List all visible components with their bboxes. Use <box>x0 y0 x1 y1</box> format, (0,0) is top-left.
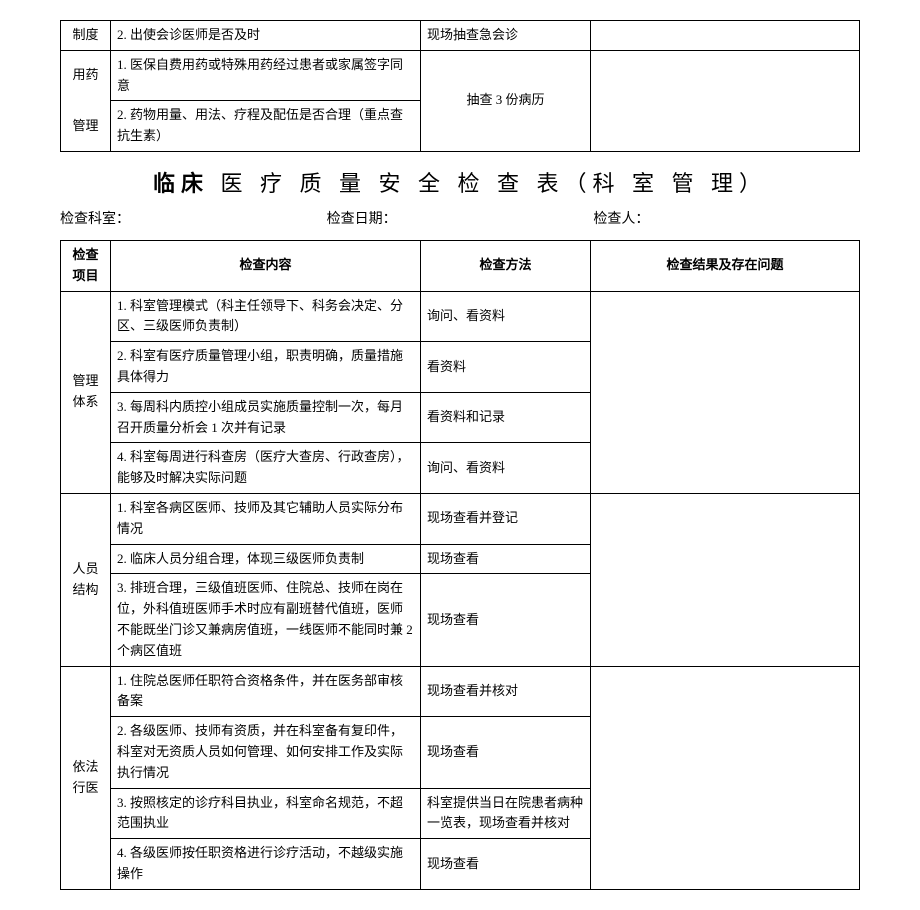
header-content: 检查内容 <box>111 240 421 291</box>
date-label: 检查日期： <box>327 208 594 228</box>
content-cell: 2. 各级医师、技师有资质，并在科室备有复印件，科室对无资质人员如何管理、如何安… <box>111 717 421 788</box>
title-rest: 医 疗 质 量 安 全 检 查 表（科 室 管 理） <box>209 171 767 196</box>
content-cell: 3. 排班合理，三级值班医师、住院总、技师在岗在位，外科值班医师手术时应有副班替… <box>111 574 421 666</box>
main-table: 检查 项目 检查内容 检查方法 检查结果及存在问题 管理 体系 1. 科室管理模… <box>60 240 860 890</box>
method-cell: 现场查看 <box>421 574 591 666</box>
method-cell: 看资料和记录 <box>421 392 591 443</box>
method-cell: 现场查看 <box>421 717 591 788</box>
method-cell: 现场抽查急会诊 <box>421 21 591 51</box>
page-title: 临床 医 疗 质 量 安 全 检 查 表（科 室 管 理） <box>60 166 860 198</box>
result-cell <box>591 493 860 666</box>
method-cell: 询问、看资料 <box>421 291 591 342</box>
content-cell: 1. 科室各病区医师、技师及其它辅助人员实际分布情况 <box>111 493 421 544</box>
content-cell: 4. 各级医师按任职资格进行诊疗活动，不越级实施操作 <box>111 839 421 890</box>
method-cell: 现场查看 <box>421 544 591 574</box>
method-cell: 现场查看 <box>421 839 591 890</box>
header-cat: 检查 项目 <box>61 240 111 291</box>
top-table: 制度 2. 出使会诊医师是否及时 现场抽查急会诊 用药 1. 医保自费用药或特殊… <box>60 20 860 152</box>
method-cell: 抽查 3 份病历 <box>421 50 591 151</box>
header-method: 检查方法 <box>421 240 591 291</box>
title-prefix: 临床 <box>153 171 209 196</box>
method-cell: 科室提供当日在院患者病种一览表，现场查看并核对 <box>421 788 591 839</box>
cat-cell: 管理 体系 <box>61 291 111 493</box>
header-result: 检查结果及存在问题 <box>591 240 860 291</box>
content-cell: 2. 临床人员分组合理，体现三级医师负责制 <box>111 544 421 574</box>
method-cell: 现场查看并登记 <box>421 493 591 544</box>
result-cell <box>591 666 860 889</box>
content-cell: 4. 科室每周进行科查房（医疗大查房、行政查房），能够及时解决实际问题 <box>111 443 421 494</box>
content-cell: 1. 住院总医师任职符合资格条件，并在医务部审核备案 <box>111 666 421 717</box>
method-cell: 现场查看并核对 <box>421 666 591 717</box>
content-cell: 2. 出使会诊医师是否及时 <box>111 21 421 51</box>
method-cell: 询问、看资料 <box>421 443 591 494</box>
result-cell <box>591 291 860 493</box>
header-row: 检查 项目 检查内容 检查方法 检查结果及存在问题 <box>61 240 860 291</box>
table-row: 人员 结构 1. 科室各病区医师、技师及其它辅助人员实际分布情况 现场查看并登记 <box>61 493 860 544</box>
content-cell: 2. 科室有医疗质量管理小组，职责明确，质量措施具体得力 <box>111 342 421 393</box>
content-cell: 1. 医保自费用药或特殊用药经过患者或家属签字同意 <box>111 50 421 101</box>
content-cell: 3. 按照核定的诊疗科目执业，科室命名规范，不超范围执业 <box>111 788 421 839</box>
content-cell: 2. 药物用量、用法、疗程及配伍是否合理（重点查抗生素） <box>111 101 421 152</box>
content-cell: 3. 每周科内质控小组成员实施质量控制一次，每月召开质量分析会 1 次并有记录 <box>111 392 421 443</box>
cat-cell: 管理 <box>61 101 111 152</box>
cat-cell: 依法 行医 <box>61 666 111 889</box>
result-cell <box>591 50 860 151</box>
cat-cell: 人员 结构 <box>61 493 111 666</box>
table-row: 用药 1. 医保自费用药或特殊用药经过患者或家属签字同意 抽查 3 份病历 <box>61 50 860 101</box>
content-cell: 1. 科室管理模式（科主任领导下、科务会决定、分区、三级医师负责制） <box>111 291 421 342</box>
table-row: 管理 体系 1. 科室管理模式（科主任领导下、科务会决定、分区、三级医师负责制）… <box>61 291 860 342</box>
meta-row: 检查科室： 检查日期： 检查人： <box>60 208 860 228</box>
table-row: 制度 2. 出使会诊医师是否及时 现场抽查急会诊 <box>61 21 860 51</box>
person-label: 检查人： <box>593 208 860 228</box>
result-cell <box>591 21 860 51</box>
cat-cell: 用药 <box>61 50 111 101</box>
dept-label: 检查科室： <box>60 208 327 228</box>
method-cell: 看资料 <box>421 342 591 393</box>
cat-cell: 制度 <box>61 21 111 51</box>
table-row: 依法 行医 1. 住院总医师任职符合资格条件，并在医务部审核备案 现场查看并核对 <box>61 666 860 717</box>
